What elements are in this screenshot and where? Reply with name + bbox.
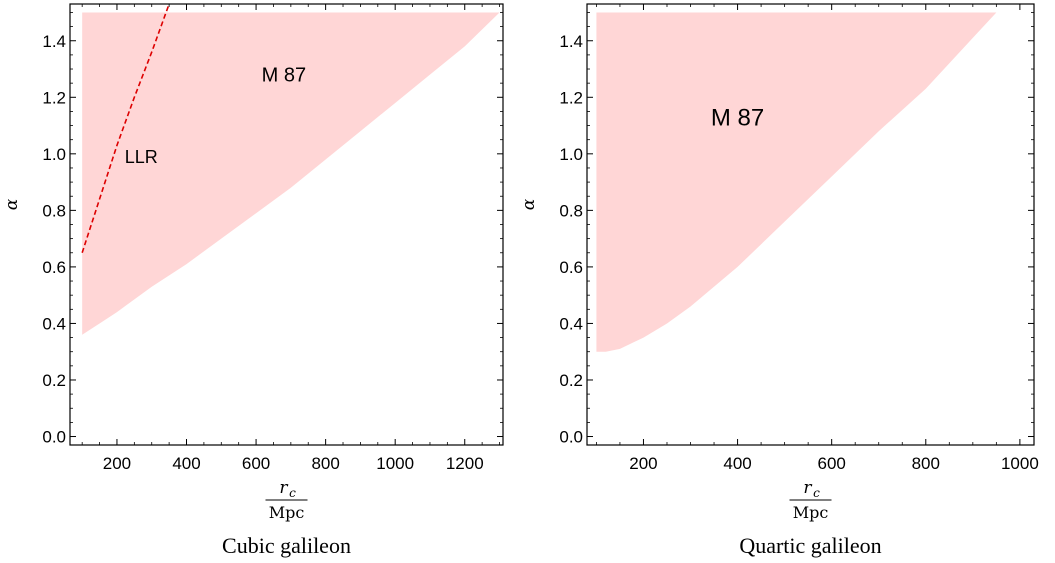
x-axis-label: r c Mpc <box>265 478 308 522</box>
y-tick-label: 0.6 <box>559 258 583 277</box>
tick-layer: 200 400 600 800 1000 0.0 0.2 0.4 0.6 0.8 1.0 1.2 1.4 <box>559 4 1039 473</box>
y-tick-label: 1.4 <box>42 32 66 51</box>
y-axis-label: α <box>2 198 22 210</box>
annotation-layer: M 87 <box>711 104 764 131</box>
y-tick-label: 0.2 <box>559 371 583 390</box>
quartic-galileon-panel: 200 400 600 800 1000 0.0 0.2 0.4 0.6 0.8 1.0 1.2 1.4… <box>519 3 1039 558</box>
llr-label: LLR <box>125 147 158 167</box>
y-tick-label: 0.2 <box>42 371 66 390</box>
cubic-galileon-panel: 200 400 600 800 1000 1200 0.0 0.2 0.4 0.6 0.8 1.0 1.… <box>2 3 504 558</box>
llr-bound-line <box>81 4 170 254</box>
m87-region-label: M 87 <box>711 104 764 131</box>
x-tick-label: 1000 <box>1001 454 1039 473</box>
x-tick-label: 200 <box>103 454 131 473</box>
m87-region-label: M 87 <box>262 65 306 87</box>
x-axis-label-subscript: c <box>813 486 820 500</box>
x-tick-label: 400 <box>723 454 751 473</box>
x-axis-label-numerator: r <box>279 478 288 498</box>
y-axis-label: α <box>519 198 539 210</box>
constraint-region <box>82 12 500 335</box>
x-tick-label: 400 <box>172 454 200 473</box>
y-tick-label: 0.6 <box>42 258 66 277</box>
y-tick-label: 1.4 <box>559 32 583 51</box>
x-axis-label-numerator: r <box>803 478 812 498</box>
y-tick-label: 1.0 <box>42 145 66 164</box>
y-tick-label: 0.4 <box>559 314 583 333</box>
y-tick-label: 0.0 <box>42 428 66 447</box>
y-tick-label: 0.8 <box>42 201 66 220</box>
x-tick-label: 800 <box>912 454 940 473</box>
y-tick-label: 0.8 <box>559 201 583 220</box>
x-tick-label: 200 <box>629 454 657 473</box>
x-tick-label: 800 <box>311 454 339 473</box>
y-tick-label: 1.0 <box>559 145 583 164</box>
region-layer <box>82 12 500 335</box>
panel-caption: Cubic galileon <box>222 533 351 558</box>
annotation-layer: M 87 LLR <box>125 65 306 167</box>
y-tick-label: 0.0 <box>559 428 583 447</box>
y-tick-label: 1.2 <box>559 88 583 107</box>
y-tick-label: 0.4 <box>42 314 66 333</box>
x-axis-label-subscript: c <box>289 486 296 500</box>
x-tick-label: 1200 <box>446 454 484 473</box>
y-tick-label: 1.2 <box>42 88 66 107</box>
region-layer <box>596 12 997 352</box>
panel-caption: Quartic galileon <box>739 533 881 558</box>
x-tick-label: 1000 <box>376 454 414 473</box>
x-axis-label-denominator: Mpc <box>793 503 829 522</box>
x-axis-label-denominator: Mpc <box>269 503 305 522</box>
constraint-region <box>596 12 997 352</box>
x-tick-label: 600 <box>817 454 845 473</box>
x-axis-label: r c Mpc <box>789 478 832 522</box>
tick-layer: 200 400 600 800 1000 1200 0.0 0.2 0.4 0.6 0.8 1.0 1.… <box>42 4 503 473</box>
series-layer <box>81 4 170 254</box>
x-tick-label: 600 <box>242 454 270 473</box>
